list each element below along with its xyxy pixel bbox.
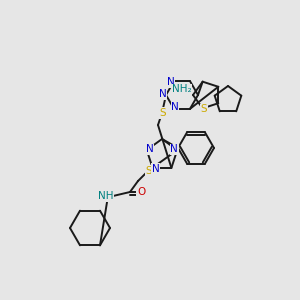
Text: NH₂: NH₂ bbox=[172, 84, 192, 94]
Text: N: N bbox=[159, 89, 167, 99]
Text: N: N bbox=[152, 164, 160, 174]
Text: N: N bbox=[167, 77, 175, 87]
Text: N: N bbox=[171, 102, 179, 112]
Text: N: N bbox=[146, 144, 154, 154]
Text: N: N bbox=[170, 144, 178, 154]
Text: S: S bbox=[200, 104, 207, 114]
Text: O: O bbox=[137, 187, 145, 197]
Text: S: S bbox=[146, 166, 152, 176]
Text: S: S bbox=[160, 108, 166, 118]
Text: NH: NH bbox=[98, 191, 114, 201]
